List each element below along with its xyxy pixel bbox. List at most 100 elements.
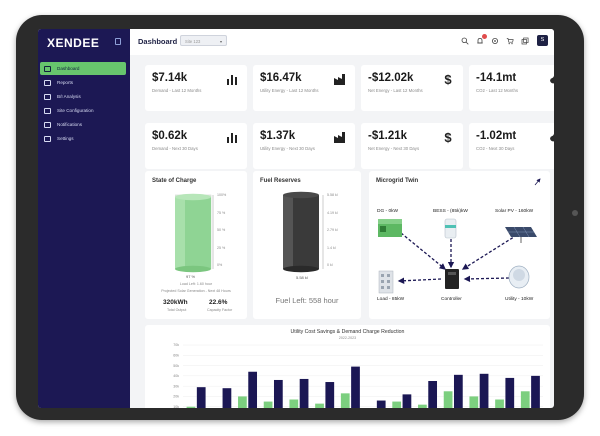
fuel-tank-cylinder [283, 191, 324, 273]
kpi-label: CO2 - Next 30 Days [476, 146, 515, 151]
kpi-card[interactable]: $0.62k Demand - Next 30 Days [145, 123, 247, 169]
bar-series-1 [479, 373, 489, 408]
grid-icon [44, 93, 51, 100]
kpi-value: -$1.21k [368, 130, 408, 142]
soc-tick: 25 % [217, 245, 226, 250]
total-output-label: Total Output [167, 308, 187, 312]
soc-level-label: 97 % [186, 274, 196, 279]
bell-icon[interactable] [476, 33, 487, 45]
sidebar-item-label: Notifications [57, 122, 83, 127]
bar-series-0 [392, 401, 402, 408]
tablet-frame: XENDEE Dashboard Reports B/I Analysis Site … [16, 15, 584, 420]
sidebar-item-site-configuration[interactable]: Site Configuration [40, 104, 126, 117]
sidebar-item-dashboard[interactable]: Dashboard [40, 62, 126, 75]
kpi-card[interactable]: -$1.21k Net Energy - Next 30 Days $ [361, 123, 463, 169]
y-tick-label: 30k [173, 384, 179, 388]
site-select-value: Site 123 [185, 39, 201, 44]
top-bar: Dashboard Site 123 ▾ [130, 29, 554, 55]
bar-series-1 [453, 374, 463, 408]
fuel-reserves-card: Fuel Reserves 5.58 kl 4.19 kl 2.79 kl 1.4 k… [253, 171, 361, 319]
bar-series-0 [186, 406, 196, 408]
bar-series-0 [340, 393, 350, 408]
gear-icon[interactable] [491, 37, 499, 45]
sidebar-item-label: Reports [57, 80, 74, 85]
bell-icon [44, 121, 51, 128]
fuel-reserves-title: Fuel Reserves [260, 178, 301, 184]
bar-series-1 [428, 381, 438, 408]
utility-label: Utility - 10kW [505, 297, 534, 302]
kpi-card[interactable]: -14.1mt CO2 - Last 12 Months [469, 65, 554, 111]
kpi-card[interactable]: $16.47k Utility Energy - Last 12 Months [253, 65, 355, 111]
bar-series-0 [469, 396, 479, 408]
kpi-label: Utility Energy - Next 30 Days [260, 146, 315, 151]
fuel-tick: 5.58 kl [327, 193, 338, 197]
document-icon [44, 79, 51, 86]
bar-series-0 [443, 391, 453, 408]
kpi-value: -$12.02k [368, 72, 414, 84]
kpi-card[interactable]: -1.02mt CO2 - Next 30 Days [469, 123, 554, 169]
y-tick-label: 10k [173, 405, 179, 408]
cloud-icon [44, 65, 51, 72]
kpi-label: Net Energy - Next 30 Days [368, 146, 420, 151]
kpi-card[interactable]: -$12.02k Net Energy - Last 12 Months $ [361, 65, 463, 111]
bar-series-1 [531, 375, 540, 408]
microgrid-diagram [378, 178, 541, 294]
factory-icon [333, 72, 347, 86]
fuel-left-text: Fuel Left: 558 hour [275, 296, 339, 305]
kpi-card[interactable]: $1.37k Utility Energy - Next 30 Days [253, 123, 355, 169]
battery-cylinder [175, 193, 214, 273]
kpi-label: Demand - Last 12 Months [152, 88, 202, 93]
capacity-factor-label: Capacity Factor [207, 308, 233, 312]
bar-series-1 [222, 388, 232, 408]
bar-series-0 [238, 396, 247, 408]
kpi-value: -14.1mt [476, 72, 517, 84]
dg-label: DG - 0kW [377, 209, 399, 214]
state-of-charge-title: State of Charge [152, 178, 197, 184]
soc-tick: 75 % [217, 210, 226, 215]
sidebar-item-label: Dashboard [57, 66, 80, 71]
monitor-icon [44, 107, 51, 114]
avatar[interactable]: S [537, 35, 548, 46]
kpi-card[interactable]: $7.14k Demand - Last 12 Months [145, 65, 247, 111]
site-select[interactable]: Site 123 ▾ [180, 35, 227, 46]
bar-series-1 [299, 378, 309, 408]
kpi-label: Net Energy - Last 12 Months [368, 88, 423, 93]
bar-series-1 [505, 377, 515, 408]
bar-series-1 [248, 371, 258, 408]
search-icon[interactable] [461, 37, 469, 45]
projected-solar-text: Projected Solar Generation - Next 48 Hou… [161, 289, 231, 293]
sidebar-item-reports[interactable]: Reports [40, 76, 126, 89]
bar-series-1 [325, 382, 335, 408]
layers-icon[interactable] [521, 37, 529, 45]
kpi-value: $16.47k [260, 72, 302, 84]
bar-chart-icon [225, 72, 239, 86]
bar-series-0 [289, 399, 299, 408]
bar-series-0 [418, 404, 427, 408]
state-of-charge-card: State of Charge 100% 75 % 50 % 25 % 0% 97 % … [145, 171, 247, 319]
solar-panel-icon [505, 226, 537, 243]
fuel-tick: 0 kl [327, 263, 333, 267]
dollar-icon: $ [441, 72, 455, 87]
top-icons: S [454, 33, 548, 46]
sidebar-item-b-i-analysis[interactable]: B/I Analysis [40, 90, 126, 103]
y-tick-label: 70k [173, 343, 179, 347]
bar-series-1 [196, 387, 206, 408]
kpi-label: CO2 - Last 12 Months [476, 88, 519, 93]
load-label: Load - 85kW [377, 297, 405, 302]
app-screen: XENDEE Dashboard Reports B/I Analysis Site … [38, 29, 554, 408]
bar-series-1 [402, 394, 412, 408]
kpi-label: Demand - Next 30 Days [152, 146, 198, 151]
sidebar-item-notifications[interactable]: Notifications [40, 118, 126, 131]
chevron-down-icon: ▾ [219, 39, 222, 44]
cart-icon[interactable] [506, 37, 514, 45]
bar-series-0 [263, 401, 273, 408]
collapse-sidebar-icon[interactable] [115, 38, 121, 45]
soc-tick: 0% [217, 263, 223, 267]
bar-series-0 [315, 403, 324, 408]
cost-savings-chart-card: Utility Cost Savings & Demand Charge Red… [145, 325, 550, 408]
load-left-text: Load Left: 1.60 hour [179, 282, 213, 286]
microgrid-twin-card: Microgrid Twin [369, 171, 550, 319]
total-output-value: 320kWh [163, 299, 188, 306]
sidebar-item-settings[interactable]: Settings [40, 132, 126, 145]
utility-meter-icon [508, 265, 530, 289]
